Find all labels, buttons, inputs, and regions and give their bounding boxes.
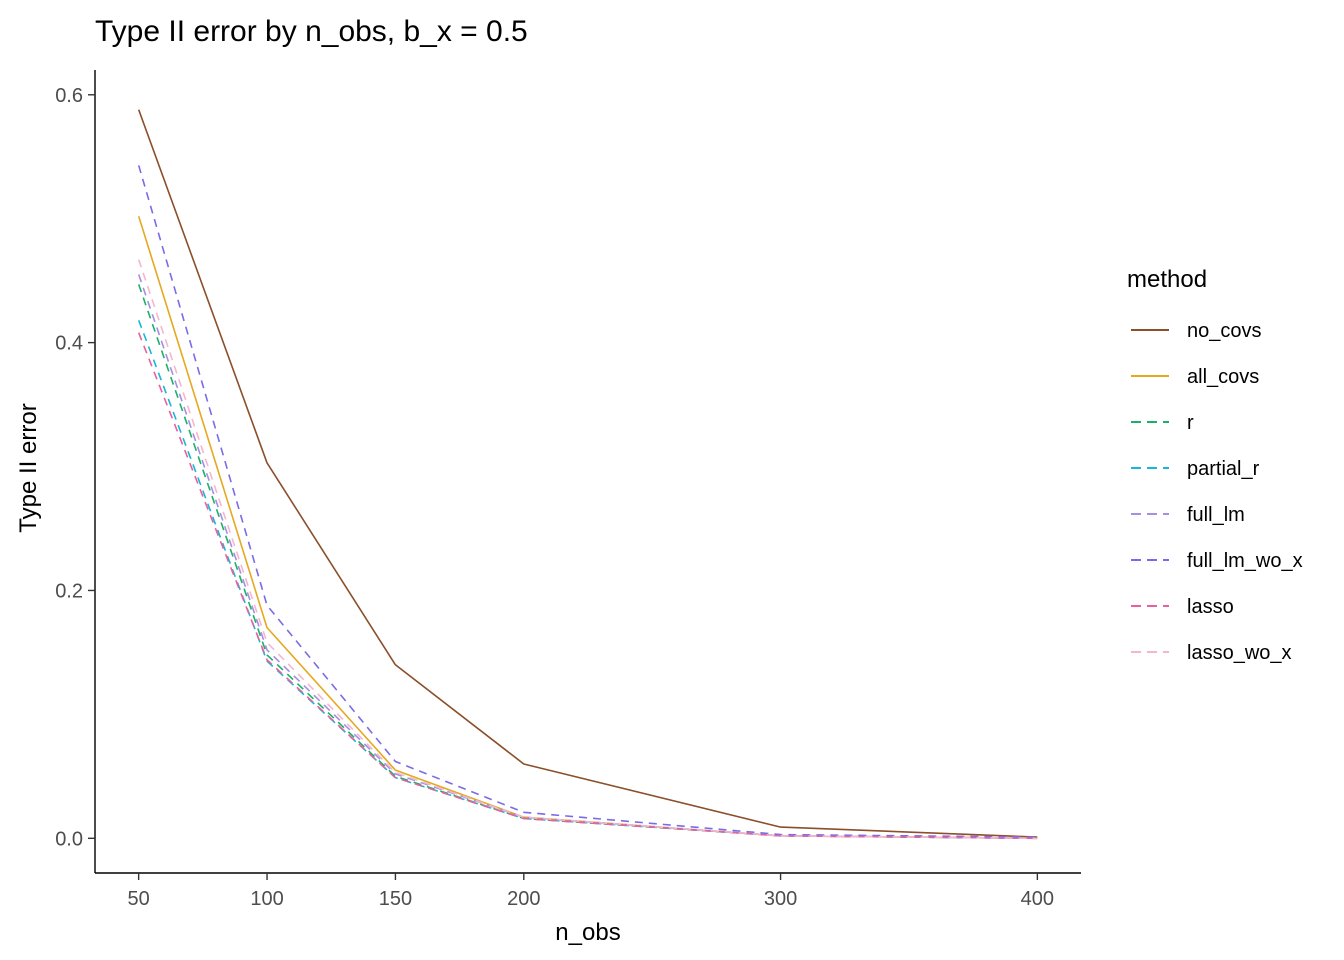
x-axis-title: n_obs — [555, 919, 620, 946]
legend-label: partial_r — [1187, 458, 1260, 480]
chart-title: Type II error by n_obs, b_x = 0.5 — [95, 15, 528, 48]
legend-label: lasso_wo_x — [1187, 642, 1292, 664]
y-tick-label: 0.0 — [55, 828, 83, 850]
plot-area — [137, 109, 1038, 840]
y-axis-title: Type II error — [15, 403, 42, 532]
series-line-all-covs — [137, 215, 1038, 840]
series-line-no-covs — [137, 109, 1038, 838]
y-tick-label: 0.4 — [55, 333, 83, 355]
series-line-full-lm-wo-x — [137, 165, 1038, 838]
legend-label: no_covs — [1187, 320, 1262, 342]
legend-label: full_lm — [1187, 504, 1245, 526]
y-tick-label: 0.6 — [55, 85, 83, 107]
x-tick-label: 400 — [1021, 888, 1054, 910]
x-tick-label: 150 — [379, 888, 412, 910]
legend-label: r — [1187, 412, 1194, 434]
series-line-r — [137, 284, 1038, 840]
x-tick-label: 50 — [128, 888, 150, 910]
legend-label: lasso — [1187, 596, 1234, 618]
y-axis-ticks: 0.0 0.2 0.4 0.6 — [55, 85, 95, 850]
series-line-full-lm — [137, 274, 1038, 840]
series-line-lasso — [137, 332, 1038, 840]
x-tick-label: 300 — [764, 888, 797, 910]
legend-title: method — [1127, 266, 1207, 293]
x-axis-ticks: 50 100 150 200 300 400 — [128, 873, 1054, 910]
legend-label: full_lm_wo_x — [1187, 550, 1303, 572]
x-tick-label: 200 — [507, 888, 540, 910]
series-line-lasso-wo-x — [137, 259, 1038, 840]
legend-label: all_covs — [1187, 366, 1259, 388]
y-tick-label: 0.2 — [55, 580, 83, 602]
x-tick-label: 100 — [250, 888, 283, 910]
series-line-partial-r — [137, 320, 1038, 840]
